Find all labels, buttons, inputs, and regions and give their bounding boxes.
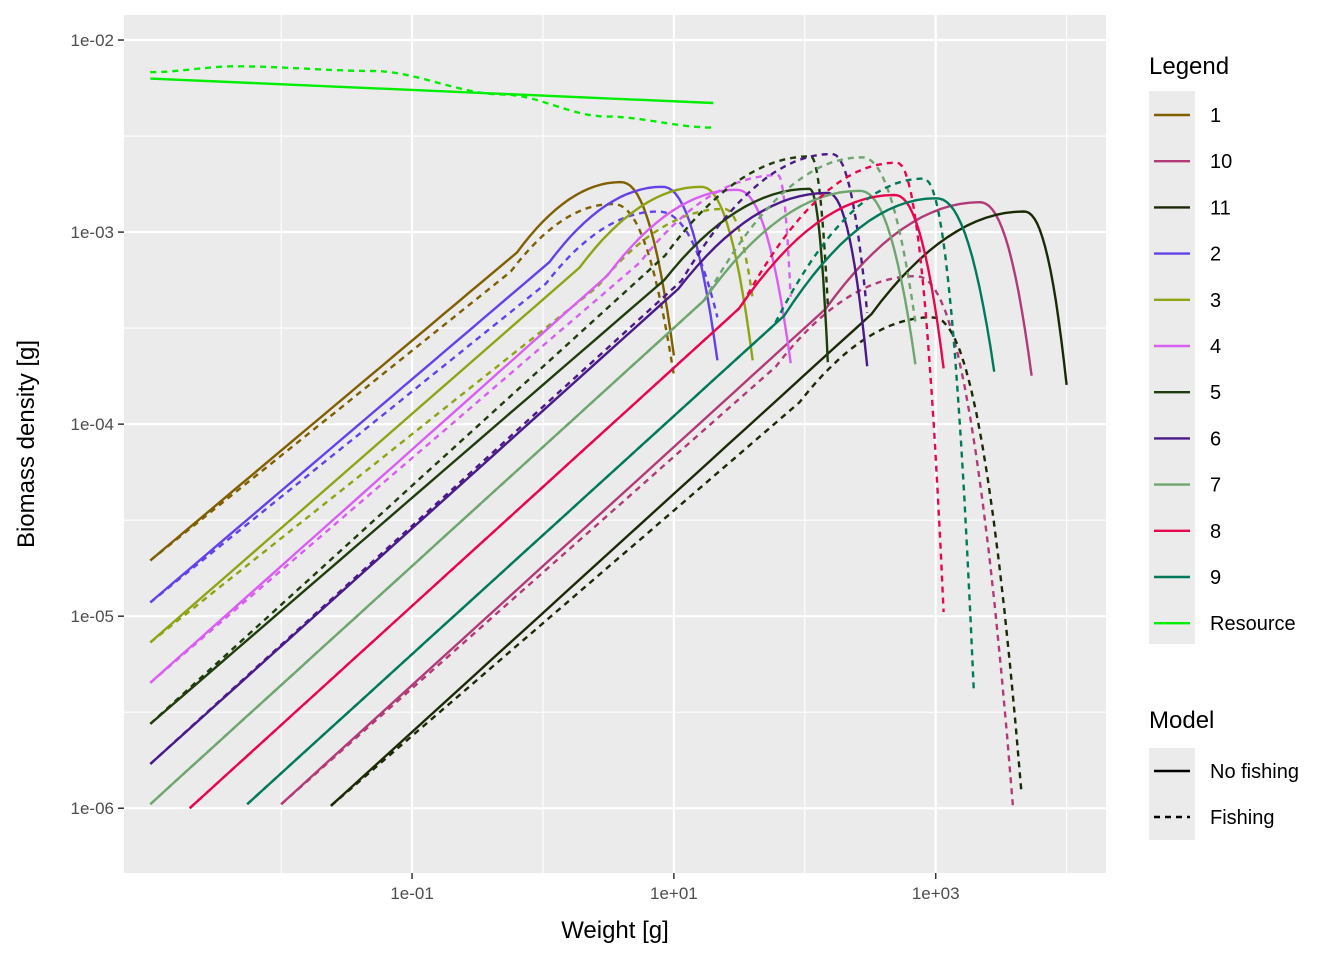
x-tick-label: 1e+01 [650,884,698,903]
plot-panel [124,15,1106,873]
x-axis-ticks: 1e-01 1e+01 1e+03 [390,873,960,903]
legend-label-1: 1 [1210,105,1221,127]
series-line-5-fishing [149,155,829,725]
series-line-11-no-fishing [330,210,1068,807]
series-line-4-no-fishing [149,188,792,684]
series-line-6-fishing [149,152,869,765]
model-legend-label-no-fishing: No fishing [1210,761,1299,783]
model-legend-title: Model [1149,707,1214,734]
series-line-7-no-fishing [149,189,917,806]
legend-label-4: 4 [1210,336,1221,358]
legend-label-2: 2 [1210,244,1221,266]
series-line-resource-no-fishing [150,77,714,105]
series-lines [149,65,1068,810]
series-line-11-fishing [330,316,1023,807]
legend-label-8: 8 [1210,521,1221,543]
y-tick-label: 1e-04 [71,415,114,434]
x-tick-label: 1e-01 [390,884,433,903]
legend-label-10: 10 [1210,151,1232,173]
legend-label-7: 7 [1210,475,1221,497]
model-legend-label-fishing: Fishing [1210,807,1274,829]
legend-label-11: 11 [1210,197,1231,219]
y-tick-label: 1e-06 [71,799,114,818]
series-line-8-no-fishing [188,193,945,810]
legend-label-resource: Resource [1210,613,1296,635]
legend-items: 1 10 11 2 3 4 5 6 7 8 9 Resource [1154,105,1296,635]
series-line-1-no-fishing [149,180,676,562]
legend-label-6: 6 [1210,428,1221,450]
x-axis-title: Weight [g] [561,917,669,944]
legend-label-3: 3 [1210,290,1221,312]
y-tick-label: 1e-05 [71,607,114,626]
y-tick-label: 1e-02 [71,31,114,50]
legend: Legend 1 10 11 2 3 4 5 6 7 8 9 Resource Model No fi… [1149,53,1299,840]
x-tick-label: 1e+03 [912,884,960,903]
model-legend-items: No fishing Fishing [1154,761,1299,829]
series-line-9-no-fishing [246,197,996,806]
series-line-10-fishing [280,274,1015,809]
series-line-5-no-fishing [149,187,829,725]
legend-label-5: 5 [1210,382,1221,404]
y-axis-title: Biomass density [g] [13,340,40,548]
legend-label-9: 9 [1210,567,1221,589]
series-line-1-fishing [149,202,676,562]
legend-key-background [1149,91,1195,644]
series-line-2-no-fishing [149,185,719,604]
y-tick-label: 1e-03 [71,223,114,242]
series-line-2-fishing [149,210,719,604]
series-line-3-no-fishing [149,185,754,644]
series-line-10-no-fishing [280,201,1033,806]
series-line-4-fishing [149,173,792,684]
y-axis-ticks: 1e-06 1e-05 1e-04 1e-03 1e-02 [71,31,124,818]
legend-title: Legend [1149,53,1229,80]
model-legend-key-background [1149,748,1195,840]
series-line-resource-fishing [150,65,714,129]
